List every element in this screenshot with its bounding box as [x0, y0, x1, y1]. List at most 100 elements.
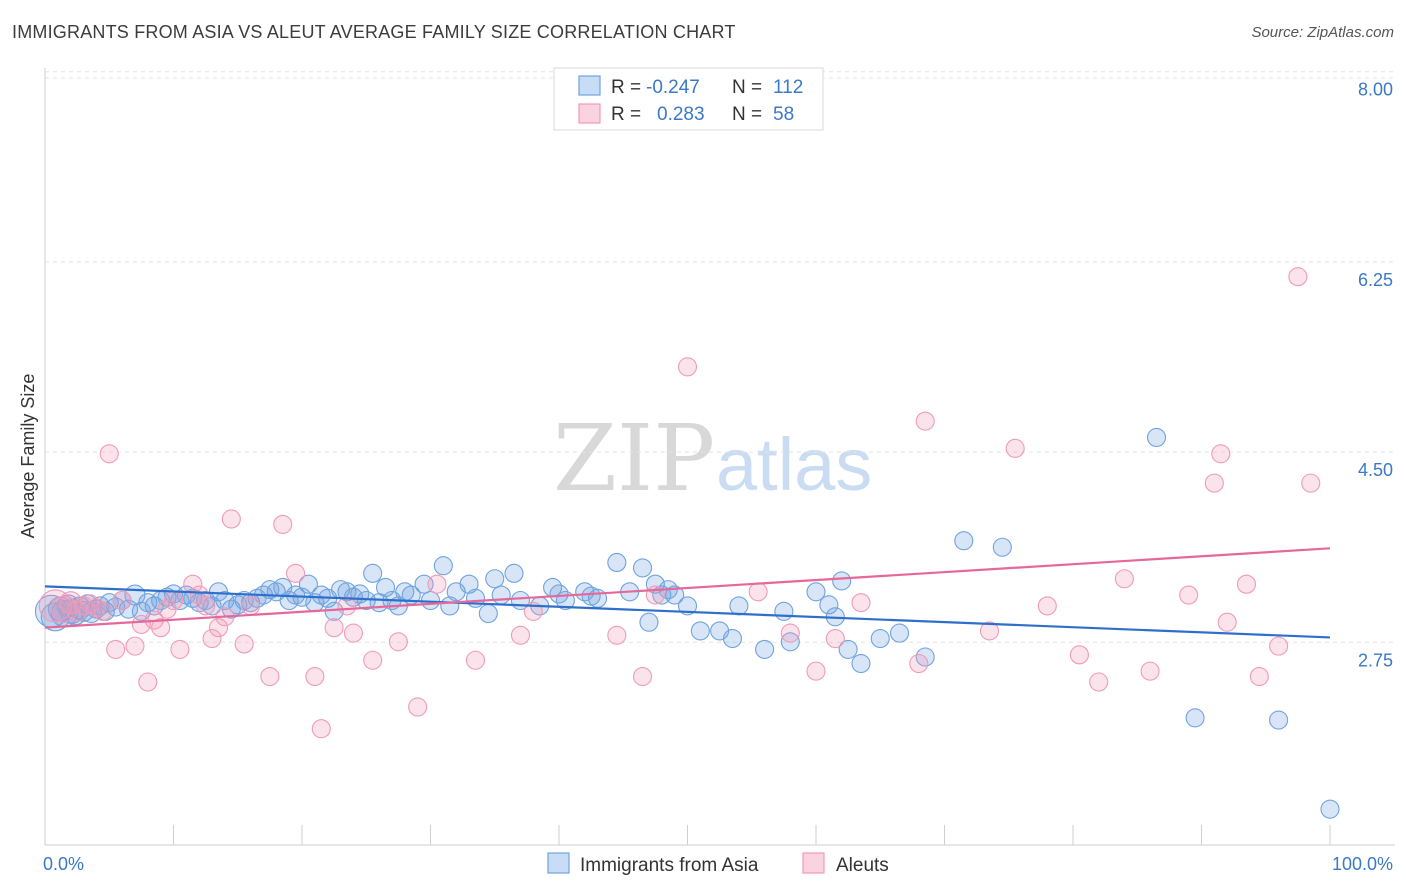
- point-immigrants-from-asia: [870, 628, 890, 649]
- bottom-legend: Immigrants from Asia Aleuts: [547, 852, 889, 876]
- bottom-legend-label-pink: Aleuts: [836, 855, 889, 876]
- point-aleuts: [311, 719, 331, 739]
- point-immigrants-from-asia: [729, 596, 749, 616]
- point-immigrants-from-asia: [504, 563, 524, 583]
- point-aleuts: [93, 601, 113, 621]
- point-immigrants-from-asia: [491, 585, 511, 605]
- bottom-legend-label-blue: Immigrants from Asia: [580, 855, 759, 876]
- point-aleuts: [260, 667, 280, 687]
- point-aleuts: [1236, 574, 1257, 594]
- point-aleuts: [408, 697, 428, 717]
- point-aleuts: [99, 444, 119, 464]
- x-tick-labels: 0.0% 100.0%: [43, 854, 1393, 874]
- legend-r-label-1: R =: [611, 77, 641, 98]
- point-immigrants-from-asia: [838, 639, 858, 659]
- legend-n-label-2: N =: [732, 104, 762, 125]
- bottom-legend-swatch-pink: [802, 852, 825, 874]
- point-immigrants-from-asia: [433, 556, 453, 576]
- point-aleuts: [305, 667, 325, 687]
- point-aleuts: [189, 585, 209, 605]
- bottom-legend-swatch-blue: [547, 852, 570, 874]
- point-immigrants-from-asia: [992, 537, 1012, 557]
- point-aleuts: [748, 582, 768, 602]
- point-aleuts: [151, 618, 171, 638]
- point-immigrants-from-asia: [607, 552, 627, 573]
- watermark-atlas: atlas: [716, 423, 872, 506]
- watermark: ZIP atlas: [553, 405, 872, 512]
- point-immigrants-from-asia: [485, 569, 505, 589]
- legend-swatch-blue: [578, 75, 601, 96]
- x-tick-label: 0.0%: [43, 854, 84, 874]
- point-aleuts: [170, 639, 190, 659]
- point-aleuts: [125, 636, 145, 656]
- source-label: Source: ZipAtlas.com: [1251, 24, 1394, 41]
- x-tick-label: 100.0%: [1332, 854, 1393, 874]
- point-immigrants-from-asia: [478, 603, 498, 624]
- point-immigrants-from-asia: [690, 621, 710, 641]
- point-aleuts: [1140, 661, 1160, 681]
- point-aleuts: [106, 639, 126, 659]
- point-immigrants-from-asia: [363, 563, 383, 583]
- point-aleuts: [324, 618, 344, 638]
- legend-n-value-2: 58: [773, 104, 794, 125]
- point-aleuts: [510, 625, 531, 645]
- point-aleuts: [1179, 585, 1199, 605]
- point-aleuts: [1089, 672, 1109, 692]
- point-immigrants-from-asia: [298, 574, 318, 594]
- y-tick-label: 2.75: [1358, 650, 1393, 670]
- point-immigrants-from-asia: [587, 588, 608, 608]
- point-aleuts: [1005, 438, 1025, 458]
- point-immigrants-from-asia: [774, 601, 794, 621]
- point-immigrants-from-asia: [1320, 799, 1340, 819]
- legend-n-value-1: 112: [773, 77, 803, 98]
- point-aleuts: [1114, 569, 1134, 589]
- point-aleuts: [677, 357, 698, 377]
- point-aleuts: [112, 590, 132, 611]
- point-aleuts: [221, 509, 241, 529]
- legend-swatch-pink: [578, 103, 601, 124]
- point-immigrants-from-asia: [722, 628, 743, 649]
- point-aleuts: [1217, 612, 1237, 632]
- point-immigrants-from-asia: [889, 623, 910, 643]
- point-immigrants-from-asia: [819, 595, 839, 615]
- point-aleuts: [1301, 473, 1321, 493]
- point-aleuts: [343, 623, 363, 643]
- legend: R = -0.247 N = 112 R = 0.283 N = 58: [553, 67, 824, 131]
- watermark-zip: ZIP: [553, 405, 715, 512]
- axes: [44, 68, 1395, 846]
- point-aleuts: [1069, 645, 1089, 665]
- chart-title: IMMIGRANTS FROM ASIA VS ALEUT AVERAGE FA…: [12, 22, 736, 42]
- point-aleuts: [427, 574, 447, 594]
- point-immigrants-from-asia: [1269, 710, 1289, 730]
- point-immigrants-from-asia: [202, 596, 222, 616]
- point-aleuts: [241, 596, 261, 616]
- y-tick-label: 6.25: [1358, 270, 1393, 290]
- legend-r-value-1: -0.247: [646, 77, 700, 98]
- point-immigrants-from-asia: [755, 639, 775, 659]
- legend-r-value-2: 0.283: [657, 104, 705, 125]
- point-aleuts: [1211, 444, 1231, 464]
- point-immigrants-from-asia: [1146, 427, 1167, 448]
- point-aleuts: [806, 661, 826, 681]
- point-aleuts: [388, 632, 408, 652]
- point-aleuts: [607, 625, 627, 645]
- legend-n-label-1: N =: [732, 77, 762, 98]
- y-tick-label: 4.50: [1358, 460, 1393, 480]
- point-aleuts: [202, 628, 222, 649]
- point-aleuts: [50, 595, 78, 623]
- point-aleuts: [465, 650, 486, 670]
- y-axis-label: Average Family Size: [18, 374, 38, 539]
- point-immigrants-from-asia: [639, 612, 659, 632]
- point-aleuts: [38, 589, 72, 623]
- point-aleuts: [780, 623, 800, 643]
- y-tick-label: 8.00: [1358, 80, 1393, 100]
- point-aleuts: [979, 621, 1000, 641]
- point-aleuts: [66, 600, 88, 622]
- trend-lines: [44, 547, 1331, 639]
- series-aleuts: [38, 267, 1321, 739]
- point-aleuts: [915, 411, 935, 431]
- point-aleuts: [196, 596, 216, 616]
- point-aleuts: [1204, 473, 1224, 493]
- point-aleuts: [1288, 267, 1308, 287]
- point-aleuts: [234, 634, 254, 654]
